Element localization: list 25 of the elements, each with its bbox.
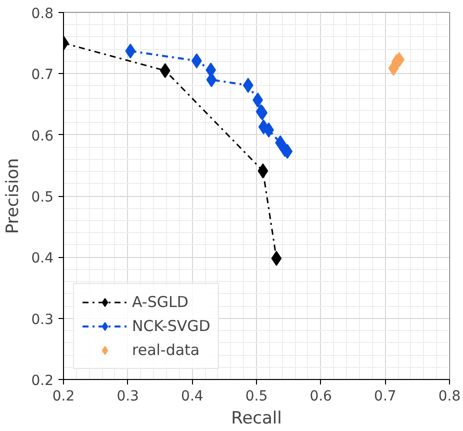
point: [242, 78, 254, 93]
y-tick-label: 0.8: [31, 6, 54, 22]
point: [160, 63, 170, 78]
x-tick-label: 0.7: [374, 388, 396, 404]
y-tick-label: 0.7: [31, 67, 54, 84]
x-tick-label: 0.3: [116, 388, 139, 404]
x-axis-title: Recall: [231, 408, 282, 428]
y-tick-label: 0.4: [31, 250, 54, 267]
point: [206, 72, 217, 88]
point: [258, 163, 268, 178]
x-tick-label: 0.4: [181, 388, 204, 404]
y-tick-label: 0.2: [31, 373, 54, 389]
point: [125, 44, 136, 59]
point: [271, 250, 282, 266]
x-tick-label: 0.6: [310, 388, 332, 404]
y-tick-label: 0.5: [31, 190, 54, 206]
x-tick-label: 0.8: [438, 388, 461, 404]
x-tick-label: 0.2: [52, 388, 75, 404]
x-tick-label: 0.5: [245, 388, 268, 404]
legend-label: NCK-SVGD: [132, 317, 210, 335]
y-tick-label: 0.6: [31, 128, 54, 144]
legend-label: real-data: [132, 341, 200, 359]
y-tick-label: 0.3: [31, 312, 54, 328]
y-axis-title: Precision: [3, 158, 24, 234]
legend-label: A-SGLD: [132, 293, 188, 311]
